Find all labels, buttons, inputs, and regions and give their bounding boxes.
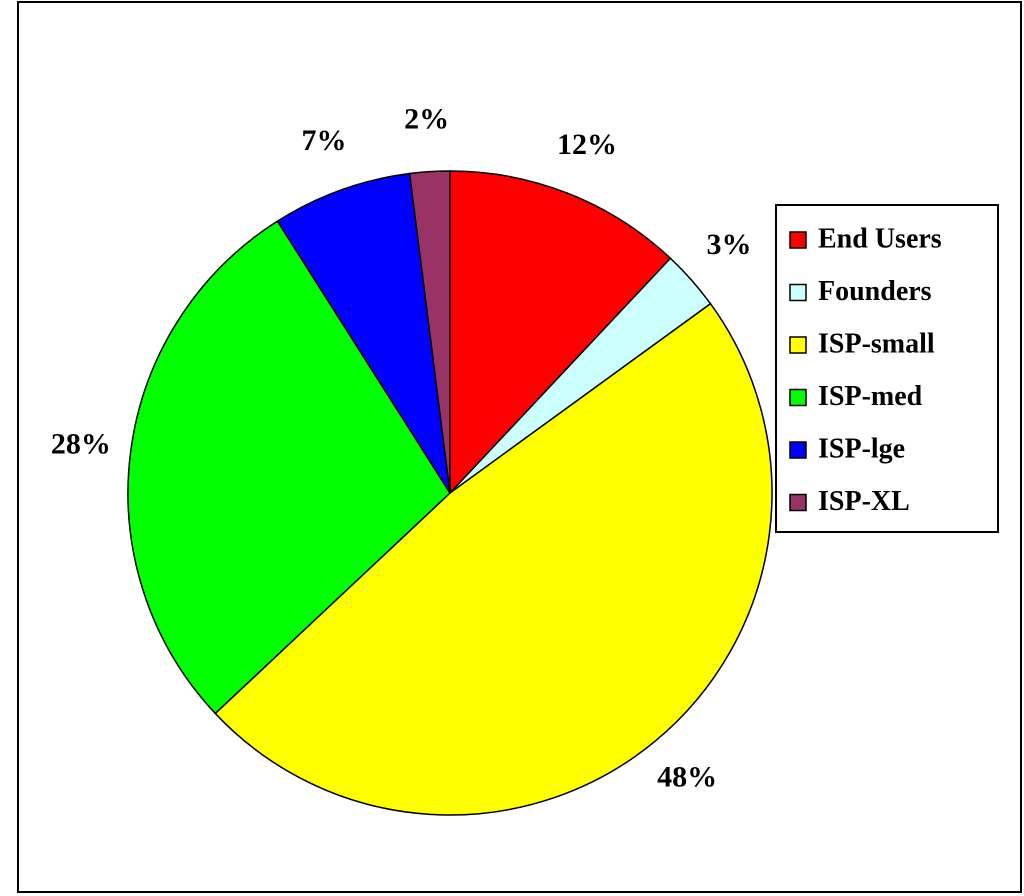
pie-slice (449, 170, 672, 495)
data-label: 3% (707, 228, 752, 261)
legend-label: ISP-XL (818, 486, 910, 517)
pie (127, 170, 773, 816)
legend-swatch (789, 336, 807, 354)
legend-swatch (789, 493, 807, 512)
data-label: 48% (657, 761, 717, 794)
legend: End Users Founders ISP-small ISP-med ISP-lge… (775, 204, 999, 533)
legend-label: ISP-lge (818, 433, 905, 464)
data-label: 2% (404, 103, 449, 136)
legend-swatch (789, 283, 807, 302)
legend-label: ISP-med (818, 381, 923, 412)
legend-swatch (789, 441, 807, 459)
legend-label: ISP-small (818, 328, 935, 359)
legend-swatch (789, 388, 807, 407)
pie-slice (408, 170, 451, 494)
legend-label: Founders (818, 276, 932, 307)
data-label: 7% (301, 124, 346, 157)
data-label: 28% (51, 427, 111, 460)
legend-box (775, 204, 999, 533)
pie-slice (127, 220, 451, 715)
pie-slice (276, 172, 451, 494)
legend-label: End Users (818, 223, 942, 254)
data-labels: 12% 3% 48% 28% 7% 2% (51, 103, 752, 794)
pie-slice (214, 302, 773, 816)
legend-swatch (789, 231, 807, 249)
data-label: 12% (557, 128, 617, 161)
